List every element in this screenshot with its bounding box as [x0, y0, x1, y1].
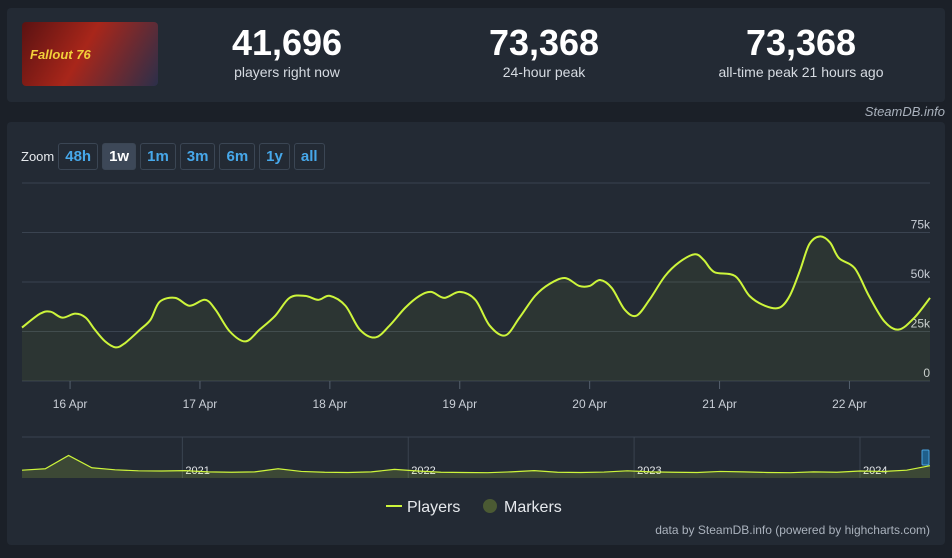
- y-tick-label: 25k: [911, 317, 931, 331]
- legend-label: Players: [407, 499, 460, 516]
- stat-value: 41,696: [231, 22, 343, 63]
- stat-label: players right now: [234, 64, 340, 80]
- y-tick-label: 75k: [911, 218, 931, 232]
- stat-value: 73,368: [745, 22, 857, 63]
- zoom-bar: Zoom 48h 1w 1m 3m 6m 1y all: [21, 143, 325, 170]
- area: [22, 236, 930, 381]
- zoom-button[interactable]: 48h: [58, 143, 99, 170]
- navigator-line: [21, 454, 931, 474]
- zoom-button[interactable]: 1m: [140, 143, 176, 170]
- x-tick-label: 20 Apr: [572, 397, 607, 411]
- zoom-label: Zoom: [21, 149, 55, 164]
- zoom-button[interactable]: all: [293, 143, 325, 170]
- y-tick-label: 50k: [911, 267, 931, 281]
- stat: 73,368 24-hour peak: [424, 22, 664, 80]
- game-logo: Fallout 76: [22, 22, 158, 86]
- legend-symbol: [483, 499, 497, 513]
- stat-label: 24-hour peak: [502, 64, 586, 80]
- x-tick-label: 17 Apr: [183, 397, 218, 411]
- stat-label: all-time peak 21 hours ago: [718, 64, 884, 80]
- header-panel: Fallout 76 41,696 players right now 73,36…: [7, 8, 945, 102]
- stat: 41,696 players right now: [167, 22, 407, 80]
- credit: SteamDB.info: [864, 104, 945, 119]
- chart-panel: [7, 122, 945, 545]
- x-tick-label: 18 Apr: [313, 397, 348, 411]
- navigator-label: 2023: [637, 465, 661, 477]
- x-tick-label: 21 Apr: [702, 397, 737, 411]
- y-tick-label: 0: [923, 366, 930, 380]
- zoom-button[interactable]: 1w: [102, 143, 137, 170]
- zoom-button[interactable]: 3m: [179, 143, 216, 170]
- footer: data by SteamDB.info (powered by highcha…: [655, 523, 930, 537]
- x-tick-label: 16 Apr: [53, 397, 88, 411]
- zoom-button[interactable]: 1y: [259, 143, 290, 170]
- legend-label: Markers: [504, 499, 562, 516]
- stat-value: 73,368: [488, 22, 600, 63]
- line: [21, 235, 931, 349]
- zoom-button[interactable]: 6m: [219, 143, 256, 170]
- x-tick-label: 19 Apr: [442, 397, 477, 411]
- navigator-area: [22, 455, 930, 478]
- navigator-handle: [921, 449, 930, 466]
- stat: 73,368 all-time peak 21 hours ago: [681, 22, 921, 80]
- x-tick-label: 22 Apr: [832, 397, 867, 411]
